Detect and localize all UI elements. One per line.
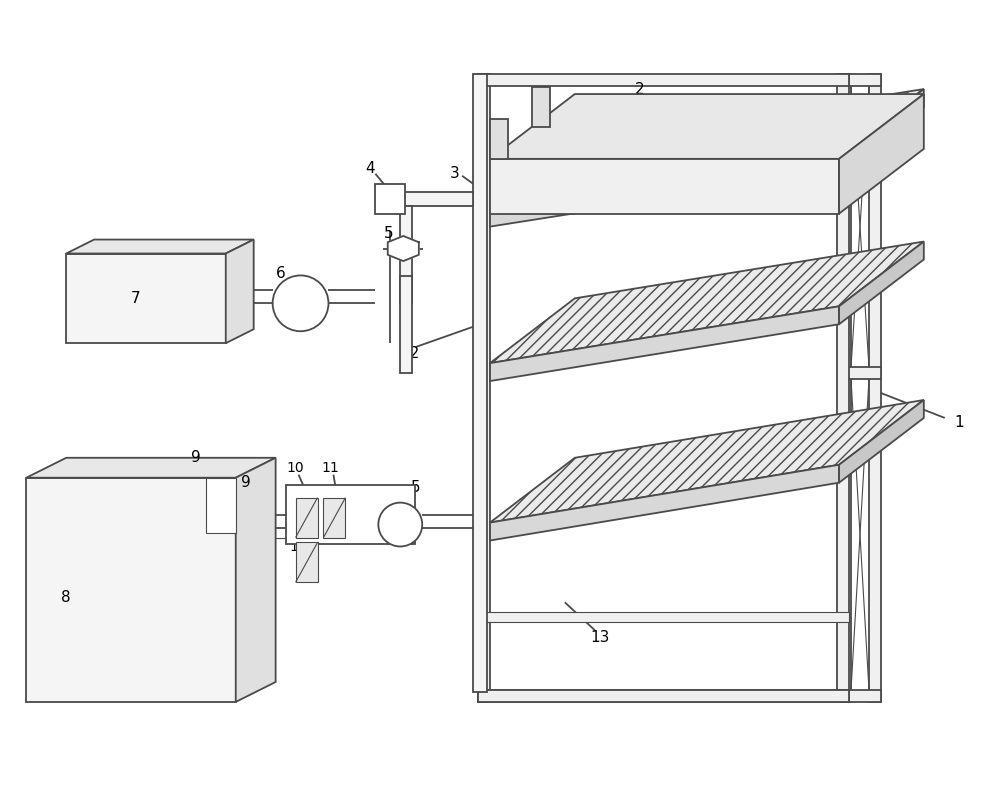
Text: 7: 7 xyxy=(131,291,141,306)
Text: 9: 9 xyxy=(191,450,201,465)
Polygon shape xyxy=(490,306,839,381)
Polygon shape xyxy=(26,458,276,477)
Bar xyxy=(478,690,849,702)
Polygon shape xyxy=(490,400,924,523)
Text: 10: 10 xyxy=(287,461,304,475)
Text: 8: 8 xyxy=(61,590,71,605)
Text: 11: 11 xyxy=(322,461,339,475)
Bar xyxy=(532,87,550,127)
Bar xyxy=(390,192,473,205)
Bar xyxy=(478,74,849,86)
Bar xyxy=(296,542,318,582)
Bar xyxy=(66,254,226,343)
Bar xyxy=(490,119,508,159)
Polygon shape xyxy=(490,89,924,209)
Bar xyxy=(839,74,851,702)
Text: 9: 9 xyxy=(241,475,251,490)
Polygon shape xyxy=(839,89,924,172)
Bar xyxy=(478,690,849,702)
Text: 13: 13 xyxy=(590,630,609,645)
Bar xyxy=(400,205,412,304)
Bar xyxy=(478,612,849,623)
Polygon shape xyxy=(66,239,254,254)
Text: 12: 12 xyxy=(401,346,420,361)
Polygon shape xyxy=(226,239,254,343)
Polygon shape xyxy=(490,465,839,541)
Text: 4: 4 xyxy=(366,161,375,176)
Polygon shape xyxy=(839,242,924,324)
Text: 1: 1 xyxy=(954,416,964,431)
Text: 2: 2 xyxy=(635,82,644,97)
Bar xyxy=(839,367,881,379)
Text: 5: 5 xyxy=(410,481,420,495)
Bar xyxy=(286,485,415,545)
Circle shape xyxy=(378,503,422,546)
Text: 5: 5 xyxy=(383,226,393,241)
Polygon shape xyxy=(490,159,839,213)
Bar xyxy=(375,184,405,213)
Polygon shape xyxy=(839,400,924,483)
Bar xyxy=(837,74,849,702)
Bar xyxy=(473,74,487,692)
Bar xyxy=(869,74,881,702)
Bar xyxy=(26,477,236,702)
Bar xyxy=(296,498,318,538)
Bar xyxy=(839,690,881,702)
Polygon shape xyxy=(236,458,276,702)
Text: 3: 3 xyxy=(450,167,460,182)
Text: 11: 11 xyxy=(290,541,307,554)
Bar xyxy=(206,477,236,533)
Polygon shape xyxy=(490,242,924,363)
Circle shape xyxy=(273,275,328,331)
Polygon shape xyxy=(388,236,419,261)
Text: 6: 6 xyxy=(276,266,285,281)
Bar xyxy=(323,498,345,538)
Polygon shape xyxy=(490,94,924,159)
Polygon shape xyxy=(490,154,839,227)
Bar xyxy=(478,74,490,702)
Polygon shape xyxy=(839,94,924,213)
Bar xyxy=(400,277,412,373)
Bar xyxy=(839,74,881,86)
